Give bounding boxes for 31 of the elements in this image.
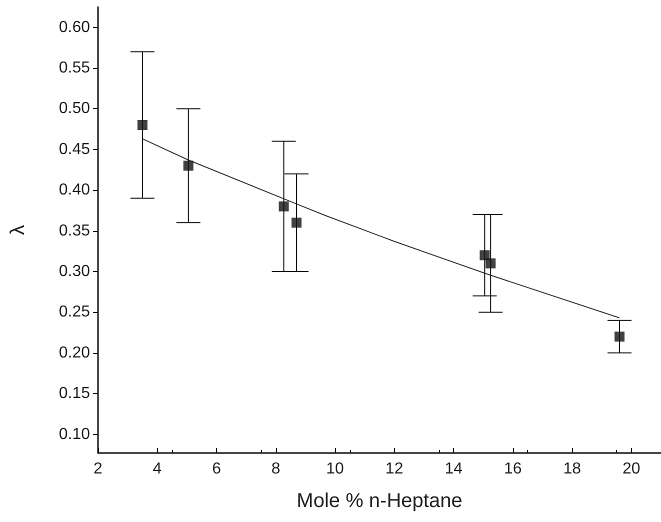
y-tick-label: 0.55 <box>58 60 90 77</box>
y-tick-label: 0.25 <box>58 304 90 321</box>
x-tick-label: 18 <box>563 460 582 478</box>
y-tick-label: 0.45 <box>58 140 90 158</box>
x-tick-label: 20 <box>622 460 640 478</box>
x-tick-label: 4 <box>152 460 162 478</box>
y-tick-label: 0.60 <box>58 18 90 36</box>
x-tick-label: 10 <box>326 460 344 478</box>
point <box>614 332 625 342</box>
y-tick-label: 0.50 <box>58 100 90 118</box>
point <box>137 120 148 130</box>
y-tick-label: 0.30 <box>58 263 90 280</box>
point <box>486 258 496 268</box>
y-tick-label: 0.15 <box>58 385 90 402</box>
x-tick-label: 2 <box>94 460 103 478</box>
y-tick-label: 0.40 <box>58 182 90 199</box>
point <box>292 218 302 228</box>
point <box>183 160 194 171</box>
y-axis-title: λ <box>7 225 29 235</box>
y-tick-label: 0.35 <box>58 222 90 240</box>
x-tick-label: 8 <box>271 460 280 478</box>
x-axis-title: Mole % n-Heptane <box>296 490 462 512</box>
x-tick-label: 12 <box>385 460 404 478</box>
y-tick-label: 0.10 <box>58 426 90 443</box>
point <box>278 201 289 212</box>
x-tick-label: 6 <box>212 460 222 478</box>
y-tick-label: 0.20 <box>58 344 90 362</box>
x-tick-label: 14 <box>444 460 463 478</box>
x-tick-label: 16 <box>504 460 522 478</box>
line-series <box>142 138 620 318</box>
point <box>480 250 490 260</box>
